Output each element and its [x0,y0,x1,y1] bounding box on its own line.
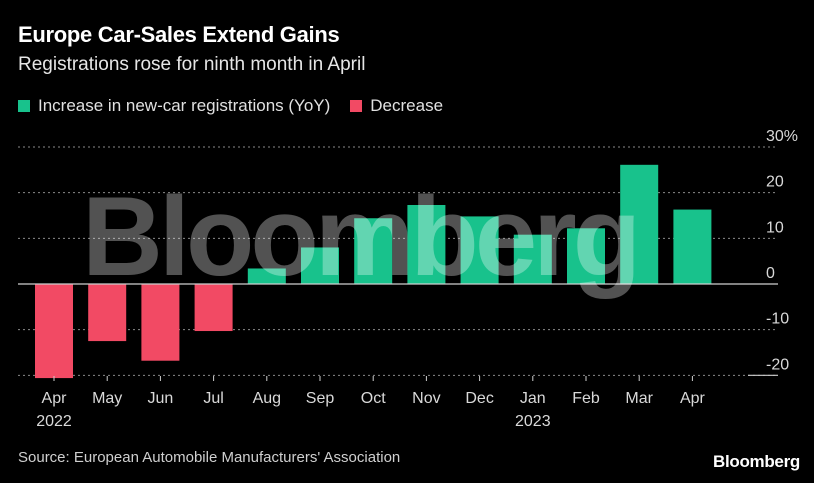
x-tick-label: Nov [412,390,440,407]
bar [620,164,659,284]
x-tick-label: Oct [361,390,386,407]
chart-title: Europe Car-Sales Extend Gains [18,22,340,47]
legend: Increase in new-car registrations (YoY) … [18,96,463,116]
x-tick-label: Jun [148,390,174,407]
legend-swatch-decrease [350,100,363,112]
bloomberg-watermark: Bloomberg [82,174,637,299]
y-tick-label: -20 [766,356,789,373]
x-axis: Apr 2022 May Jun Jul Aug Sep Oct Nov Dec Jan 2023 Fe… [36,376,706,430]
bar [247,268,286,284]
legend-label-decrease: Decrease [370,96,444,115]
source-note: Source: European Automobile Manufacturer… [18,449,401,466]
bloomberg-logo: Bloomberg [712,452,800,471]
x-tick-label: Aug [253,390,281,407]
legend-swatch-increase [18,100,30,112]
x-year-label: 2023 [515,413,551,430]
bar [354,218,393,284]
bar [88,284,127,342]
x-tick-label: Jan [520,390,546,407]
x-tick-label: Feb [572,390,600,407]
bar [35,284,73,379]
bar [407,204,446,284]
bar [567,228,605,284]
legend-item-decrease: Decrease [350,96,443,116]
y-tick-label: 30% [766,128,798,145]
zero-line [18,283,778,376]
chart-subtitle: Registrations rose for ninth month in Ap… [18,54,366,75]
bar [141,284,180,361]
bars [35,164,712,379]
legend-item-increase: Increase in new-car registrations (YoY) [18,96,330,116]
y-tick-label: 20 [766,174,784,191]
legend-label-increase: Increase in new-car registrations (YoY) [38,96,331,115]
bar [301,247,339,284]
bar [460,216,499,284]
y-tick-label: -10 [766,311,789,328]
x-tick-label: May [92,390,122,407]
x-tick-label: Dec [465,390,493,407]
bar [673,209,712,284]
y-tick-label: 0 [766,265,775,282]
x-tick-label: Jul [203,390,223,407]
x-tick-label: Apr [680,390,706,407]
x-tick-label: Sep [306,390,335,407]
y-tick-label: 10 [766,219,784,236]
x-tick-label: Mar [625,390,653,407]
x-year-label: 2022 [36,413,72,430]
bar [513,234,552,284]
bar [194,284,233,332]
y-axis: 30% 20 10 0 -10 -20 [766,128,798,373]
x-tick-label: Apr [42,390,68,407]
